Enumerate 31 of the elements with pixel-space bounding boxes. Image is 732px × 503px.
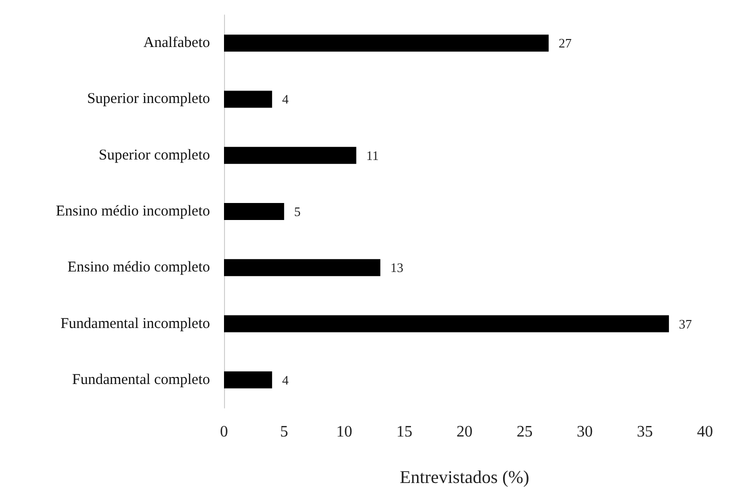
y-tick-label: Ensino médio incompleto — [56, 204, 210, 220]
bar — [224, 203, 284, 220]
bar — [224, 34, 549, 52]
x-tick-label: 15 — [396, 424, 412, 440]
data-label: 4 — [282, 372, 290, 388]
y-tick-label: Fundamental completo — [72, 372, 210, 388]
data-label: 37 — [678, 316, 692, 332]
bar — [224, 371, 272, 388]
bar — [224, 146, 356, 164]
y-tick-label: Ensino médio completo — [68, 260, 210, 276]
x-tick-label: 20 — [456, 424, 472, 440]
y-tick-label: Superior incompleto — [87, 91, 210, 108]
bar — [224, 90, 272, 108]
x-tick-label: 25 — [516, 424, 533, 440]
data-label: 5 — [294, 204, 301, 219]
data-label: 4 — [282, 92, 290, 107]
y-tick-label: Superior completo — [98, 147, 210, 164]
data-label: 27 — [558, 36, 572, 51]
x-tick-label: 0 — [220, 424, 228, 440]
x-tick-label: 10 — [336, 424, 352, 440]
x-tick-label: 30 — [576, 424, 593, 440]
data-label: 13 — [390, 260, 404, 276]
x-tick-label: 35 — [636, 424, 653, 440]
bar — [224, 315, 669, 332]
data-label: 11 — [366, 148, 379, 163]
y-tick-label: Analfabeto — [143, 35, 210, 52]
bar — [224, 259, 380, 276]
x-axis-title: Entrevistados (%) — [400, 467, 530, 487]
y-tick-label: Fundamental incompleto — [60, 316, 210, 332]
x-tick-label: 40 — [697, 424, 713, 440]
x-tick-label: 5 — [280, 424, 288, 440]
